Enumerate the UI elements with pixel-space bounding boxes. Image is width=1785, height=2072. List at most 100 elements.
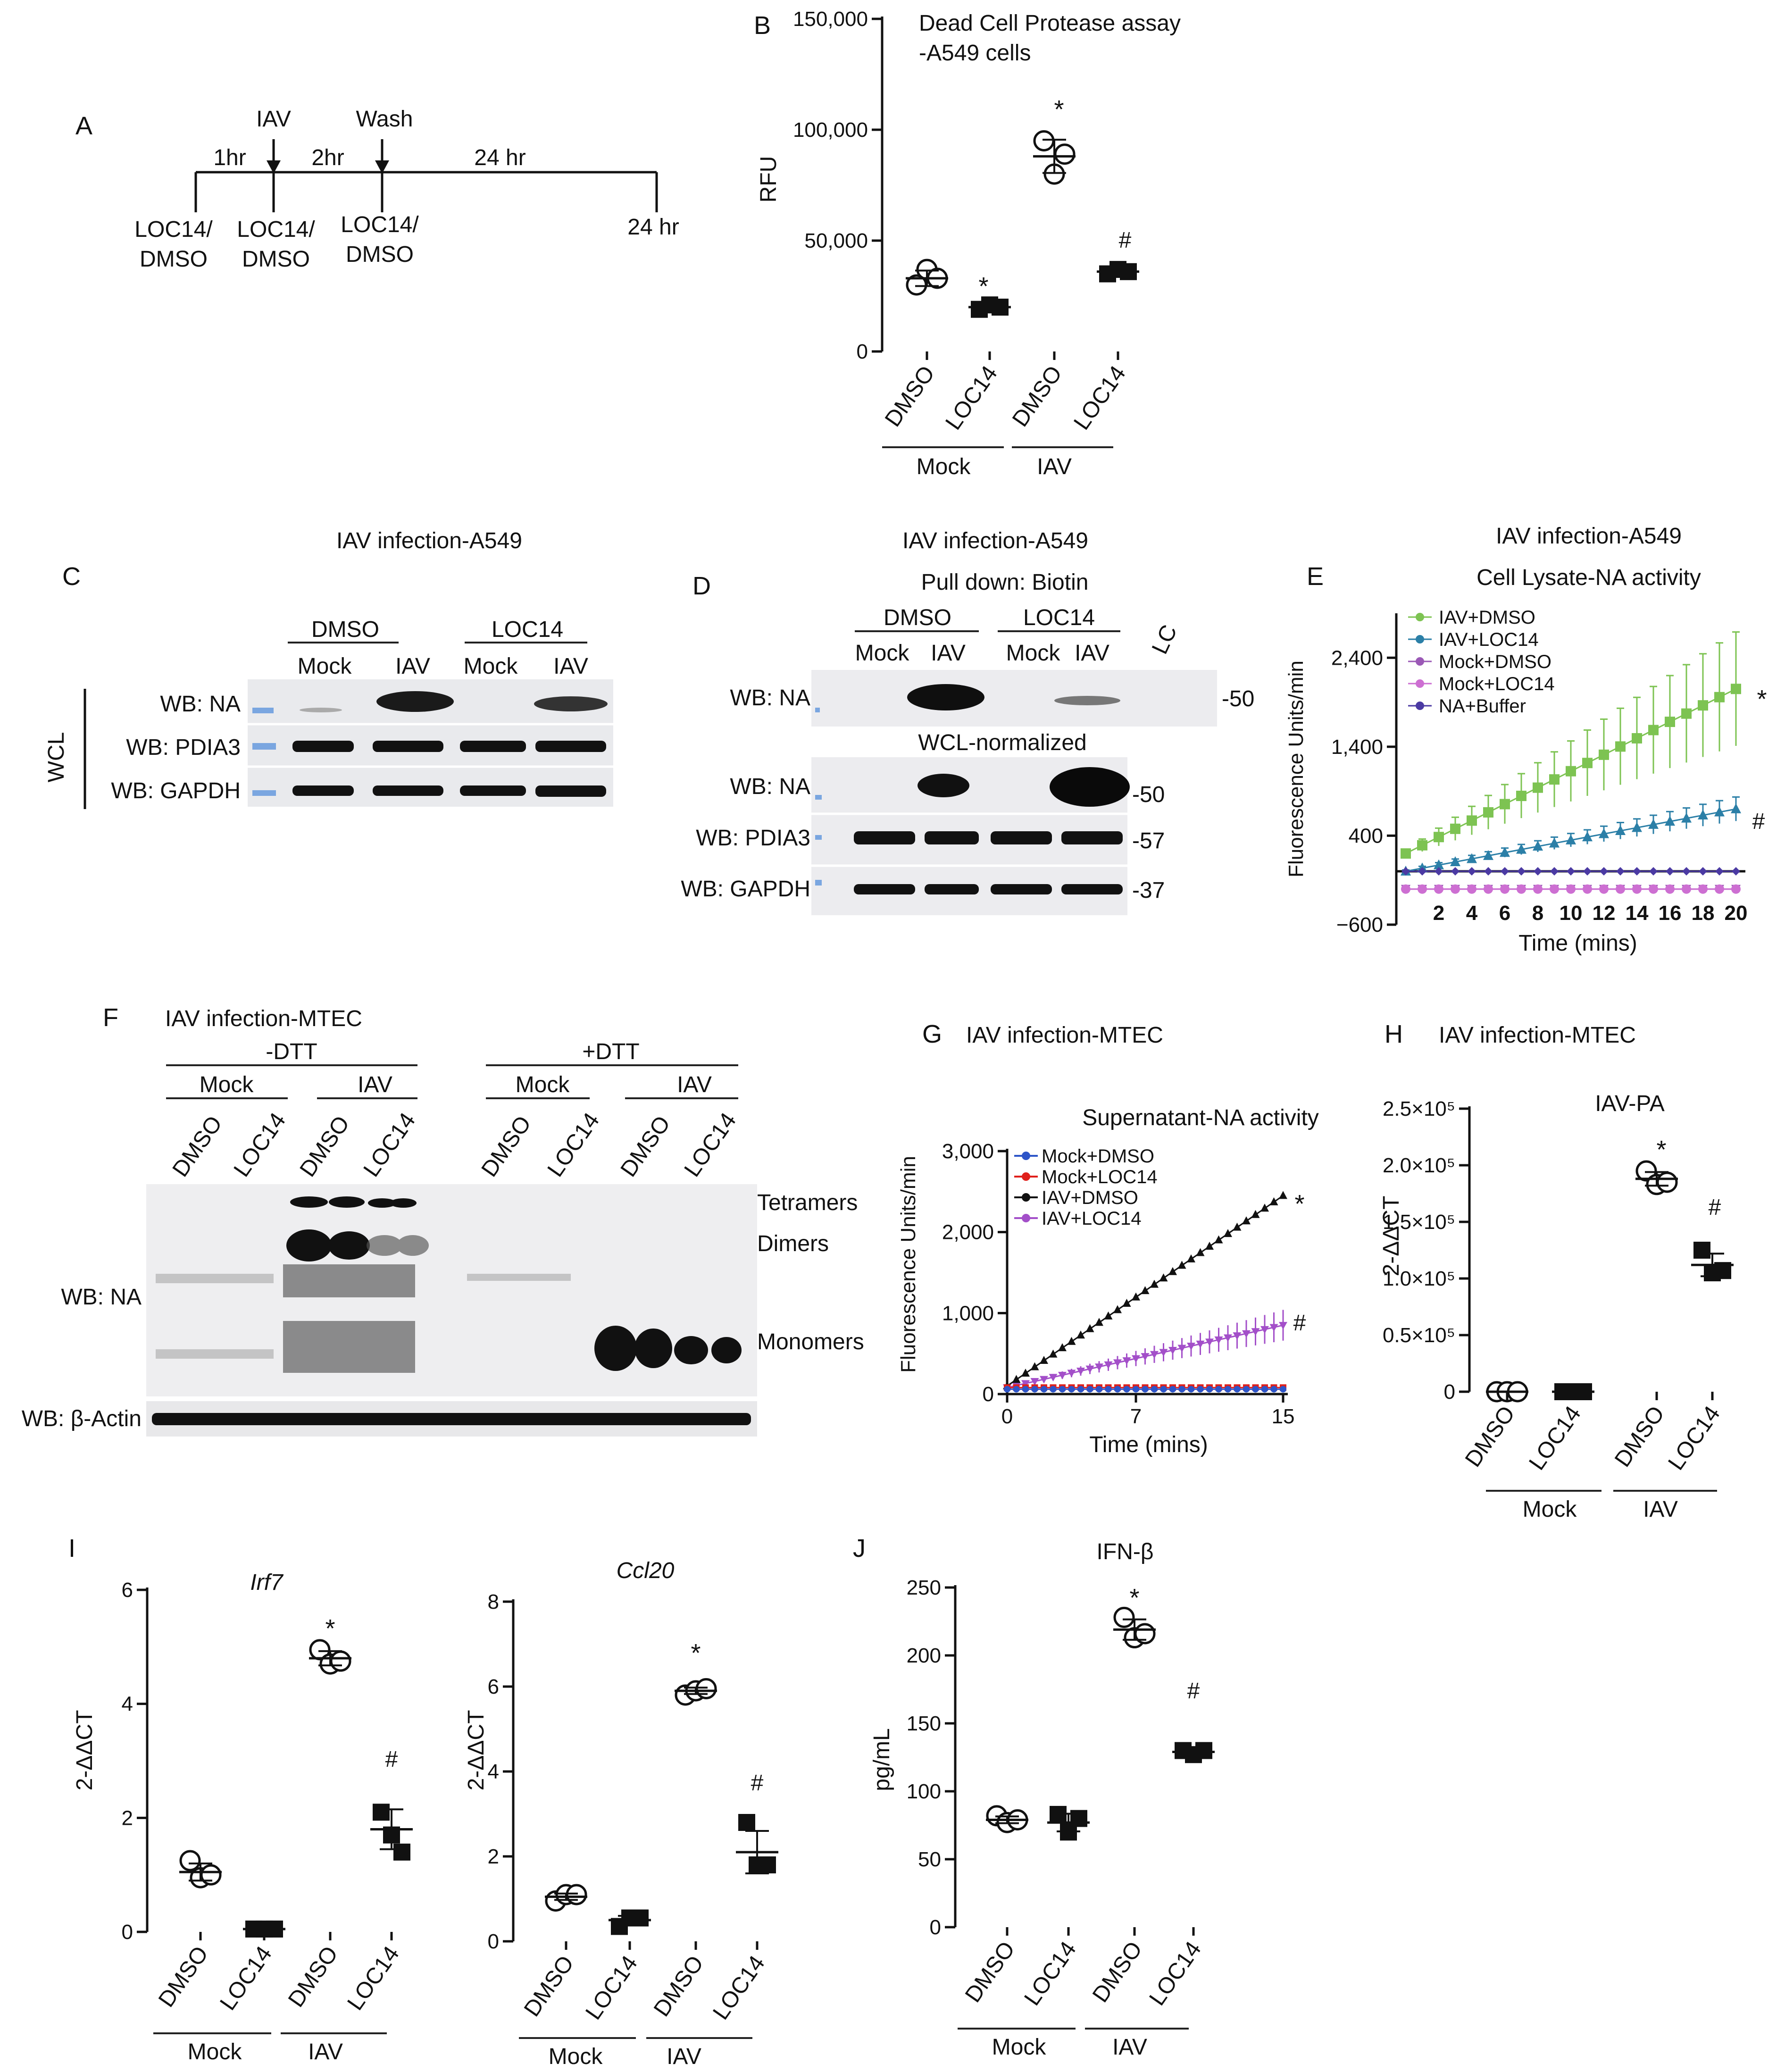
svg-text:IAV infection-A549: IAV infection-A549 bbox=[902, 528, 1088, 553]
svg-text:DMSO: DMSO bbox=[616, 1111, 676, 1181]
x-tick-label: 2 bbox=[1433, 902, 1444, 925]
svg-text:LOC14/: LOC14/ bbox=[341, 212, 419, 237]
svg-text:LOC14: LOC14 bbox=[229, 1108, 291, 1181]
data-point bbox=[566, 1884, 587, 1905]
y-tick-label: 6 bbox=[122, 1579, 133, 1602]
category-label: DMSO bbox=[649, 1951, 709, 2021]
y-tick-label: 1.0×10⁵ bbox=[1383, 1267, 1455, 1290]
svg-text:LOC14/: LOC14/ bbox=[134, 217, 213, 242]
panel-c: C IAV infection-A549 DMSO LOC14 Mock IAV… bbox=[44, 528, 613, 809]
y-tick-label: 2,000 bbox=[942, 1221, 994, 1244]
category-label: LOC14 bbox=[708, 1951, 770, 2024]
legend-label: IAV+DMSO bbox=[1439, 607, 1535, 628]
panel-letter-b: B bbox=[754, 11, 771, 40]
category-label: DMSO bbox=[1088, 1937, 1147, 2007]
y-tick-label: 100 bbox=[907, 1780, 941, 1803]
panel-letter-e: E bbox=[1307, 562, 1324, 591]
panel-letter-i: I bbox=[68, 1534, 75, 1562]
svg-text:-57: -57 bbox=[1132, 828, 1165, 853]
x-tick-label: 18 bbox=[1692, 902, 1715, 925]
category-label: LOC14 bbox=[581, 1951, 642, 2024]
data-point bbox=[759, 1856, 776, 1873]
x-tick-label: 12 bbox=[1593, 902, 1616, 925]
x-tick-label: 14 bbox=[1626, 902, 1649, 925]
svg-text:WB: GAPDH: WB: GAPDH bbox=[681, 877, 810, 902]
svg-text:Time (mins): Time (mins) bbox=[1089, 1432, 1208, 1457]
svg-text:WB: NA: WB: NA bbox=[61, 1285, 142, 1310]
legend-label: Mock+LOC14 bbox=[1042, 1167, 1158, 1187]
category-label: LOC14 bbox=[1019, 1937, 1081, 2010]
data-point bbox=[1033, 130, 1055, 151]
panel-a: A IAV Wash 1hr 2hr 24 hr LOC14/ DMSO LOC… bbox=[75, 107, 679, 272]
y-tick-label: 200 bbox=[907, 1644, 941, 1667]
category-label: LOC14 bbox=[941, 361, 1002, 434]
svg-text:IAV: IAV bbox=[395, 654, 430, 679]
category-label: DMSO bbox=[1008, 361, 1067, 431]
svg-text:IAV: IAV bbox=[677, 1072, 712, 1097]
category-label: DMSO bbox=[1610, 1402, 1669, 1471]
category-label: LOC14 bbox=[342, 1942, 404, 2015]
category-label: LOC14 bbox=[1069, 361, 1131, 434]
panel-b: B Dead Cell Protease assay -A549 cells R… bbox=[754, 8, 1181, 479]
svg-text:DMSO: DMSO bbox=[295, 1111, 355, 1181]
data-point bbox=[1113, 1606, 1135, 1628]
svg-text:Dimers: Dimers bbox=[757, 1231, 829, 1256]
panel-letter-j: J bbox=[853, 1534, 866, 1562]
svg-text:#: # bbox=[1293, 1311, 1306, 1336]
svg-text:WB: β-Actin: WB: β-Actin bbox=[22, 1406, 142, 1431]
y-tick-label: 6 bbox=[488, 1675, 499, 1698]
legend-label: Mock+DMSO bbox=[1042, 1146, 1154, 1167]
data-point bbox=[738, 1814, 755, 1831]
x-tick-label: 4 bbox=[1466, 902, 1478, 925]
panel-letter-a: A bbox=[75, 112, 92, 140]
svg-text:24 hr: 24 hr bbox=[627, 215, 679, 240]
y-tick-label: 0 bbox=[857, 340, 868, 363]
svg-text:DMSO: DMSO bbox=[346, 242, 414, 267]
svg-text:WB: PDIA3: WB: PDIA3 bbox=[126, 735, 241, 760]
legend-marker bbox=[1416, 702, 1424, 710]
panel-letter-d: D bbox=[692, 572, 711, 600]
svg-text:WB: NA: WB: NA bbox=[730, 685, 810, 710]
svg-text:Irf7: Irf7 bbox=[250, 1570, 284, 1595]
x-tick-label: 10 bbox=[1560, 902, 1583, 925]
svg-text:Mock: Mock bbox=[992, 2035, 1047, 2060]
category-label: DMSO bbox=[960, 1937, 1020, 2007]
y-tick-label: 0 bbox=[122, 1921, 133, 1944]
panel-g: G IAV infection-MTEC Supernatant-NA acti… bbox=[897, 1020, 1319, 1457]
y-tick-label: 2.5×10⁵ bbox=[1383, 1097, 1455, 1120]
x-tick-label: 7 bbox=[1130, 1405, 1142, 1428]
svg-text:WCL: WCL bbox=[44, 732, 69, 783]
svg-text:Monomers: Monomers bbox=[757, 1329, 864, 1354]
svg-text:DMSO: DMSO bbox=[311, 617, 379, 642]
legend-label: NA+Buffer bbox=[1439, 696, 1526, 717]
y-tick-label: 50 bbox=[918, 1848, 941, 1871]
data-point bbox=[1731, 803, 1741, 813]
data-point bbox=[373, 1804, 390, 1821]
legend-label: Mock+LOC14 bbox=[1439, 674, 1555, 694]
svg-text:LOC14: LOC14 bbox=[359, 1108, 421, 1181]
y-tick-label: 0 bbox=[1444, 1380, 1455, 1404]
svg-text:IAV infection-MTEC: IAV infection-MTEC bbox=[966, 1023, 1163, 1048]
svg-text:24 hr: 24 hr bbox=[474, 145, 525, 170]
category-label: LOC14 bbox=[1524, 1402, 1586, 1475]
svg-text:Mock: Mock bbox=[200, 1072, 254, 1097]
y-tick-label: 2 bbox=[122, 1806, 133, 1830]
svg-text:LOC14/: LOC14/ bbox=[237, 217, 315, 242]
svg-text:Mock: Mock bbox=[464, 654, 518, 679]
y-tick-label: 0.5×10⁵ bbox=[1383, 1324, 1455, 1347]
svg-text:#: # bbox=[1187, 1679, 1200, 1704]
svg-text:IAV infection-MTEC: IAV infection-MTEC bbox=[165, 1006, 362, 1031]
svg-text:*: * bbox=[978, 272, 988, 301]
y-tick-label: 150 bbox=[907, 1712, 941, 1735]
y-tick-label: 2,400 bbox=[1331, 646, 1383, 669]
legend-label: Mock+DMSO bbox=[1439, 652, 1551, 672]
svg-text:Dead Cell Protease assay: Dead Cell Protease assay bbox=[919, 11, 1181, 36]
legend-label: IAV+DMSO bbox=[1042, 1187, 1138, 1208]
data-point bbox=[1656, 1171, 1678, 1193]
legend-marker bbox=[1022, 1214, 1030, 1222]
svg-text:WB: NA: WB: NA bbox=[160, 692, 241, 717]
y-tick-label: 8 bbox=[488, 1590, 499, 1613]
svg-text:IAV infection-MTEC: IAV infection-MTEC bbox=[1439, 1023, 1636, 1048]
